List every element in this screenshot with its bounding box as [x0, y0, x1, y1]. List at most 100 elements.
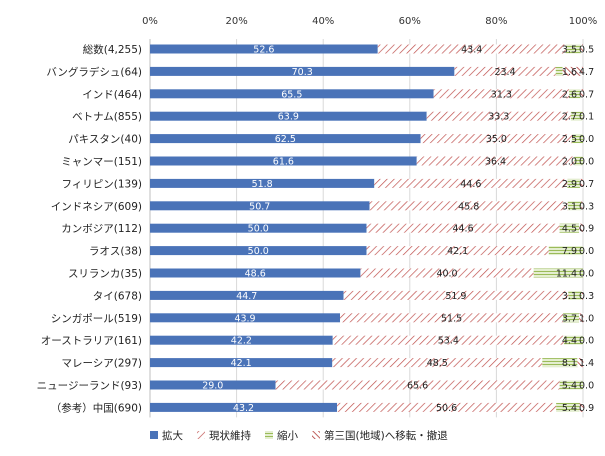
data-label: 33.3	[488, 112, 509, 123]
data-label: 7.9	[562, 246, 577, 257]
bar-segment	[568, 290, 582, 300]
bar-segment	[150, 268, 361, 278]
data-labels: 52.6 43.4 3.5 0.570.3 23.4 1.6 4.765.5 31.3 2.6 0…	[202, 45, 594, 414]
data-label: 0.0	[579, 134, 594, 145]
bar-segment	[426, 111, 571, 121]
bar-segment	[565, 44, 581, 54]
bar-segment	[150, 246, 367, 256]
data-label: 42.2	[231, 336, 252, 347]
data-label: 3.7	[562, 313, 577, 324]
data-label: 2.5	[562, 134, 577, 145]
x-tick-label: 20%	[225, 16, 247, 27]
bar-segment	[580, 44, 583, 54]
bar-segment	[559, 223, 580, 233]
category-label: インドネシア(609)	[51, 201, 142, 213]
data-label: 42.1	[231, 358, 252, 369]
bar-segment	[579, 223, 583, 233]
category-label: カンボジア(112)	[61, 223, 142, 235]
data-label: 36.4	[485, 157, 506, 168]
bar-segment	[581, 290, 583, 300]
bar-segment	[567, 201, 582, 211]
bar-segment	[433, 89, 570, 99]
bar-segment	[150, 358, 333, 368]
data-label: 3.5	[562, 45, 577, 56]
data-label: 48.6	[245, 269, 266, 280]
data-label: 48.5	[427, 358, 448, 369]
category-label: パキスタン(40)	[68, 134, 142, 146]
data-label: 8.1	[562, 358, 577, 369]
data-label: 0.0	[579, 336, 594, 347]
data-label: 4.7	[579, 67, 594, 78]
data-label: 4.5	[562, 224, 577, 235]
legend-swatch	[197, 431, 205, 439]
bar-segment	[332, 335, 564, 345]
bar-segment	[150, 66, 455, 76]
category-label: オーストラリア(161)	[41, 335, 142, 347]
data-label: 0.7	[579, 89, 594, 100]
category-label: ベトナム(855)	[72, 111, 142, 123]
category-label: インド(464)	[82, 89, 142, 101]
bar-segment	[150, 290, 344, 300]
x-tick-label: 0%	[142, 16, 158, 27]
bar-segment	[570, 111, 583, 121]
category-label: シンガポール(519)	[51, 313, 142, 325]
bar-segment	[332, 358, 543, 368]
bar-segment	[150, 178, 375, 188]
data-label: 42.1	[447, 246, 468, 257]
category-label: バングラデシュ(64)	[46, 65, 142, 78]
data-label: 23.4	[494, 67, 515, 78]
category-label: （参考）中国(690)	[51, 401, 142, 414]
category-label: ニュージーランド(93)	[37, 380, 142, 392]
category-label: スリランカ(35)	[68, 268, 142, 280]
bar-segment	[275, 380, 560, 390]
x-tick-label: 80%	[485, 16, 507, 27]
data-label: 51.5	[441, 313, 462, 324]
data-label: 43.2	[233, 403, 254, 414]
data-label: 0.9	[579, 403, 594, 414]
bar-segment	[579, 178, 583, 188]
data-label: 4.4	[562, 336, 577, 347]
data-label: 3.1	[562, 291, 577, 302]
data-label: 61.6	[273, 157, 294, 168]
bar-segment	[563, 313, 580, 323]
bar-segment	[150, 313, 341, 323]
x-tick-label: 40%	[312, 16, 334, 27]
data-label: 65.6	[407, 381, 428, 392]
data-label: 35.0	[486, 134, 507, 145]
category-label: ラオス(38)	[89, 246, 142, 258]
data-label: 2.9	[562, 179, 577, 190]
bar-segment	[374, 178, 568, 188]
bar-segment	[150, 402, 338, 412]
data-label: 50.7	[249, 201, 270, 212]
data-label: 0.0	[579, 269, 594, 280]
bar-segment	[343, 290, 569, 300]
x-axis-ticks: 0% 20% 40% 60% 80% 100%	[142, 16, 597, 27]
bar-segment	[581, 201, 583, 211]
bar-segment	[572, 134, 583, 144]
data-label: 11.4	[556, 269, 577, 280]
bar-segment	[150, 89, 434, 99]
bar-segment	[454, 66, 556, 76]
bar-segment	[150, 223, 367, 233]
category-label: マレーシア(297)	[61, 358, 142, 370]
bar-segment	[416, 156, 575, 166]
data-label: 43.4	[461, 45, 482, 56]
data-label: 2.0	[562, 157, 577, 168]
data-label: 2.6	[562, 89, 577, 100]
bar-segment	[340, 313, 564, 323]
x-tick-label: 100%	[569, 16, 598, 27]
bar-segment	[150, 335, 333, 345]
category-label: フィリピン(139)	[61, 178, 142, 190]
bar-segment	[377, 44, 566, 54]
data-label: 43.9	[234, 313, 255, 324]
data-label: 44.6	[452, 224, 473, 235]
data-label: 65.5	[281, 89, 302, 100]
data-label: 5.4	[562, 403, 577, 414]
legend-label: 現状維持	[209, 429, 251, 442]
bar-segment	[562, 66, 583, 76]
data-label: 3.1	[562, 201, 577, 212]
bar-segment	[150, 44, 378, 54]
data-label: 5.4	[562, 381, 577, 392]
data-label: 1.4	[579, 358, 594, 369]
category-labels: 総数(4,255) バングラデシュ(64) インド(464) ベトナム(855) パキス…	[37, 43, 142, 414]
